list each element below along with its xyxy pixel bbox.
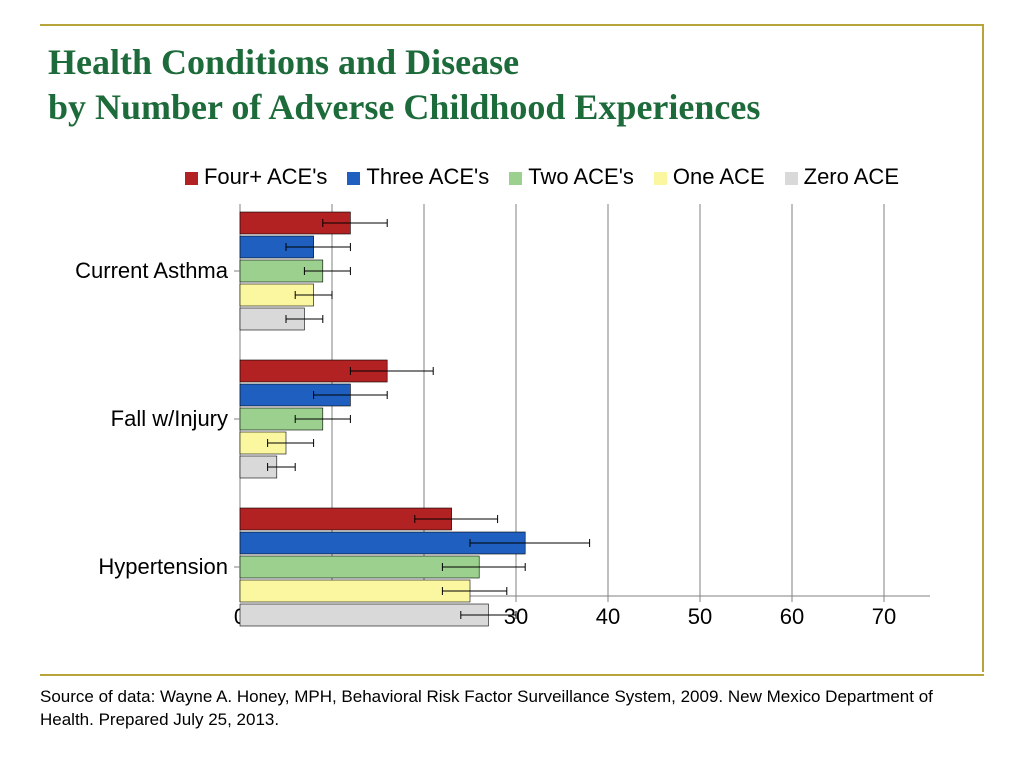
legend-item: Four+ ACE's <box>185 164 327 190</box>
frame-top-rule <box>40 24 984 26</box>
slide: Health Conditions and Disease by Number … <box>0 0 1024 768</box>
svg-text:40: 40 <box>596 604 620 629</box>
footer-source: Source of data: Wayne A. Honey, MPH, Beh… <box>40 686 984 732</box>
legend-swatch <box>347 172 360 185</box>
legend-item: Two ACE's <box>509 164 634 190</box>
category-label: Current Asthma <box>75 258 229 283</box>
footer-rule <box>40 674 984 676</box>
legend-swatch <box>185 172 198 185</box>
legend-swatch <box>654 172 667 185</box>
legend-label: Four+ ACE's <box>204 164 327 189</box>
svg-text:70: 70 <box>872 604 896 629</box>
title-line2: by Number of Adverse Childhood Experienc… <box>48 87 760 127</box>
title-line1: Health Conditions and Disease <box>48 42 519 82</box>
legend-swatch <box>509 172 522 185</box>
legend-item: Zero ACE <box>785 164 899 190</box>
category-label: Fall w/Injury <box>111 406 228 431</box>
frame-right-rule <box>982 24 984 672</box>
legend-item: Three ACE's <box>347 164 489 190</box>
category-label: Hypertension <box>98 554 228 579</box>
bar <box>240 604 488 626</box>
legend-item: One ACE <box>654 164 765 190</box>
legend-label: Two ACE's <box>528 164 634 189</box>
ace-health-chart: 010203040506070Current AsthmaFall w/Inju… <box>70 198 950 638</box>
svg-text:50: 50 <box>688 604 712 629</box>
legend-swatch <box>785 172 798 185</box>
svg-text:60: 60 <box>780 604 804 629</box>
slide-title: Health Conditions and Disease by Number … <box>48 40 964 130</box>
legend-label: Zero ACE <box>804 164 899 189</box>
legend-label: Three ACE's <box>366 164 489 189</box>
chart-svg: 010203040506070Current AsthmaFall w/Inju… <box>70 198 950 638</box>
legend-label: One ACE <box>673 164 765 189</box>
chart-legend: Four+ ACE's Three ACE's Two ACE's One ACE Ze… <box>120 164 964 190</box>
bar <box>240 580 470 602</box>
